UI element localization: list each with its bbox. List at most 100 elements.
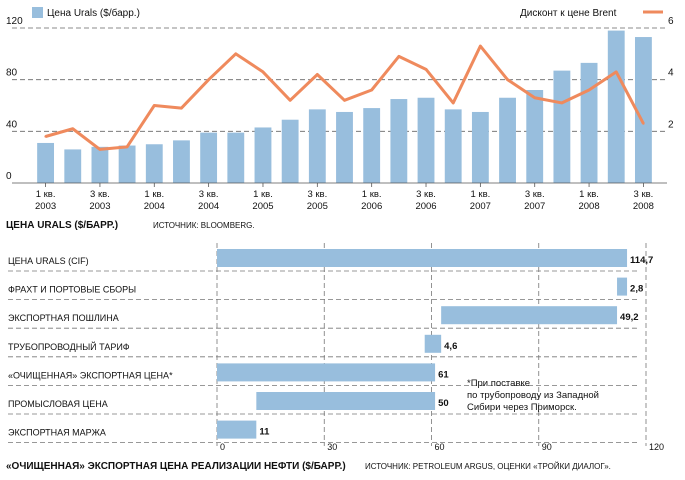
x-tick-label-year: 2008 bbox=[578, 201, 599, 212]
x-tick-label-year: 2003 bbox=[89, 201, 110, 212]
x-tick-label-year: 2007 bbox=[524, 201, 545, 212]
brent-discount-point bbox=[71, 127, 74, 130]
right-axis-tick-label: 4 bbox=[668, 68, 674, 79]
urals-price-bar bbox=[471, 111, 489, 183]
x-tick-label-quarter: 3 кв. bbox=[199, 189, 219, 200]
brent-discount-point bbox=[615, 70, 618, 74]
right-axis-tick-label: 6 bbox=[668, 16, 674, 27]
x-tick-label-year: 2008 bbox=[633, 201, 654, 212]
x-tick-label-year: 2006 bbox=[361, 201, 382, 212]
row-label: ЦЕНА URALS (CIF) bbox=[8, 256, 89, 266]
bar-value-label: 11 bbox=[259, 427, 270, 438]
row-label: «ОЧИЩЕННАЯ» ЭКСПОРТНАЯ ЦЕНА* bbox=[8, 370, 173, 380]
x-tick-label-quarter: 1 кв. bbox=[470, 189, 490, 200]
brent-discount-point bbox=[506, 78, 509, 81]
x-tick-label-quarter: 1 кв. bbox=[579, 189, 599, 200]
netback-bar bbox=[256, 392, 436, 410]
x-tick-label-quarter: 3 кв. bbox=[307, 189, 327, 200]
bar-value-label: 2,8 bbox=[630, 284, 643, 295]
legend-label-urals: Цена Urals ($/барр.) bbox=[47, 7, 140, 19]
brent-discount-point bbox=[288, 99, 292, 102]
row-label: ТРУБОПРОВОДНЫЙ ТАРИФ bbox=[8, 341, 130, 352]
chart2-title: «ОЧИЩЕННАЯ» ЭКСПОРТНАЯ ЦЕНА РЕАЛИЗАЦИИ Н… bbox=[6, 461, 346, 472]
brent-discount-point bbox=[98, 148, 102, 151]
x-tick-label-year: 2004 bbox=[198, 201, 219, 212]
footnote-line: *При поставке bbox=[467, 378, 530, 389]
netback-bar bbox=[424, 334, 442, 353]
x-tick-label-quarter: 1 кв. bbox=[362, 189, 382, 200]
brent-discount-point bbox=[424, 68, 428, 71]
urals-price-bar bbox=[254, 127, 272, 183]
x-tick-label-year: 2006 bbox=[415, 201, 436, 212]
brent-discount-point bbox=[261, 70, 265, 74]
x-tick-label-quarter: 1 кв. bbox=[144, 189, 164, 200]
netback-bar bbox=[617, 277, 628, 296]
chart1-source: ИСТОЧНИК: BLOOMBERG. bbox=[153, 221, 255, 230]
brent-discount-point bbox=[234, 52, 238, 56]
x-tick-label-year: 2004 bbox=[144, 201, 165, 212]
netback-bar bbox=[217, 249, 628, 267]
urals-price-bar bbox=[607, 30, 625, 184]
urals-price-bar bbox=[499, 97, 516, 183]
urals-price-bar bbox=[444, 109, 462, 183]
row-label: ФРАХТ И ПОРТОВЫЕ СБОРЫ bbox=[8, 285, 136, 295]
brent-discount-point bbox=[451, 101, 455, 105]
x-tick-label-year: 2003 bbox=[35, 201, 56, 212]
urals-price-bar bbox=[64, 149, 82, 183]
left-axis-tick-label: 40 bbox=[6, 119, 18, 130]
x-tick-label-year: 2005 bbox=[252, 201, 273, 212]
legend-swatch-urals bbox=[32, 7, 43, 18]
right-axis-tick-label: 2 bbox=[668, 119, 674, 130]
bar-value-label: 50 bbox=[438, 398, 449, 409]
brent-discount-point bbox=[180, 106, 183, 110]
x-tick-label-quarter: 3 кв. bbox=[416, 189, 436, 200]
urals-price-bar bbox=[200, 132, 218, 183]
chart1-title: ЦЕНА URALS ($/БАРР.) bbox=[6, 220, 118, 231]
brent-discount-point bbox=[153, 104, 156, 107]
brent-discount-point bbox=[560, 101, 564, 105]
footnote-line: по трубопроводу из Западной bbox=[467, 390, 599, 401]
urals-price-bar bbox=[227, 132, 245, 183]
netback-bar bbox=[441, 306, 618, 325]
bar-value-label: 114,7 bbox=[630, 255, 653, 266]
x-tick-label-year: 2007 bbox=[470, 201, 491, 212]
x-tick-label-year: 2005 bbox=[307, 201, 328, 212]
left-axis-tick-label: 80 bbox=[6, 68, 18, 79]
chart2-source: ИСТОЧНИК: PETROLEUM ARGUS, ОЦЕНКИ «ТРОЙК… bbox=[365, 462, 611, 471]
bar-value-label: 4,6 bbox=[444, 341, 457, 352]
x-axis-tick-label: 90 bbox=[542, 442, 552, 452]
brent-discount-point bbox=[125, 145, 129, 149]
legend-label-brent-discount: Дисконт к цене Brent bbox=[520, 8, 617, 19]
left-axis-tick-label: 0 bbox=[6, 171, 12, 182]
x-tick-label-quarter: 3 кв. bbox=[90, 189, 110, 200]
brent-discount-point bbox=[397, 55, 401, 58]
brent-discount-point bbox=[370, 88, 373, 92]
x-axis-tick-label: 0 bbox=[220, 442, 225, 452]
brent-discount-point bbox=[533, 96, 536, 99]
footnote-line: Сибири через Приморск. bbox=[467, 402, 577, 413]
bar-value-label: 49,2 bbox=[620, 312, 639, 323]
row-label: ПРОМЫСЛОВАЯ ЦЕНА bbox=[8, 399, 108, 409]
urals-price-bar bbox=[580, 62, 598, 183]
brent-discount-point bbox=[479, 44, 482, 48]
x-axis-tick-label: 60 bbox=[435, 442, 445, 452]
netback-bar bbox=[217, 420, 257, 439]
x-tick-label-quarter: 3 кв. bbox=[634, 189, 654, 200]
urals-price-bar bbox=[308, 109, 326, 183]
x-tick-label-quarter: 1 кв. bbox=[253, 189, 273, 200]
brent-discount-point bbox=[343, 99, 346, 102]
x-tick-label-quarter: 1 кв. bbox=[36, 189, 56, 200]
urals-price-bar bbox=[118, 145, 136, 183]
urals-price-bar bbox=[336, 111, 353, 183]
row-label: ЭКСПОРТНАЯ МАРЖА bbox=[8, 428, 106, 438]
brent-discount-point bbox=[44, 135, 47, 138]
urals-price-bar bbox=[281, 119, 299, 183]
brent-discount-point bbox=[642, 122, 645, 125]
urals-price-bar bbox=[91, 146, 109, 183]
urals-price-bar bbox=[37, 142, 55, 183]
row-label: ЭКСПОРТНАЯ ПОШЛИНА bbox=[8, 313, 119, 323]
left-axis-tick-label: 120 bbox=[6, 16, 23, 27]
urals-price-bar bbox=[390, 99, 408, 183]
brent-discount-point bbox=[316, 73, 319, 76]
